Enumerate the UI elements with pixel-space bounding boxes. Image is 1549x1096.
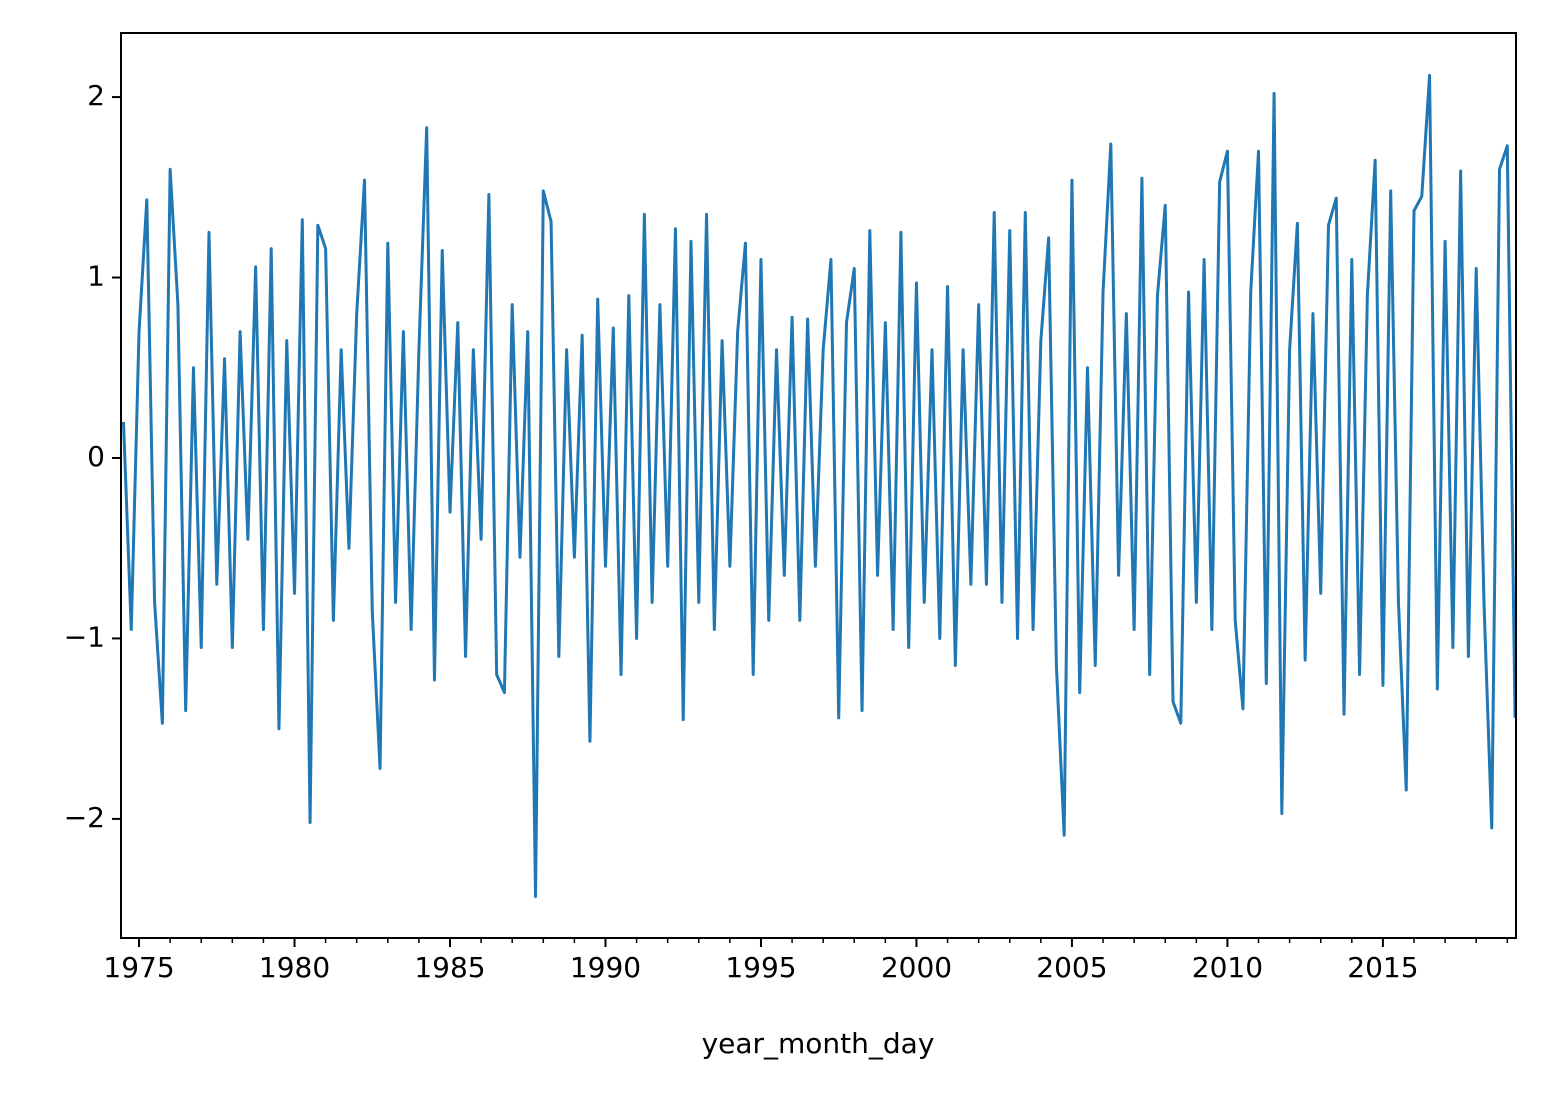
x-tick-label: 1985 [414,951,485,984]
data-line [121,73,1517,898]
x-tick-label: 1975 [103,951,174,984]
y-tick-label: 1 [87,260,105,293]
y-tick-label: −2 [64,801,105,834]
x-tick-label: 1995 [725,951,796,984]
x-tick-label: 2015 [1347,951,1418,984]
x-tick-label: 1980 [259,951,330,984]
x-tick-label: 2010 [1192,951,1263,984]
plot-frame [120,32,1517,939]
y-tick-label: −1 [64,620,105,653]
x-axis-label: year_month_day [702,1027,935,1060]
y-tick-label: 2 [87,79,105,112]
x-tick-label: 2005 [1036,951,1107,984]
x-tick-label: 2000 [881,951,952,984]
y-tick-label: 0 [87,440,105,473]
x-tick-label: 1990 [570,951,641,984]
